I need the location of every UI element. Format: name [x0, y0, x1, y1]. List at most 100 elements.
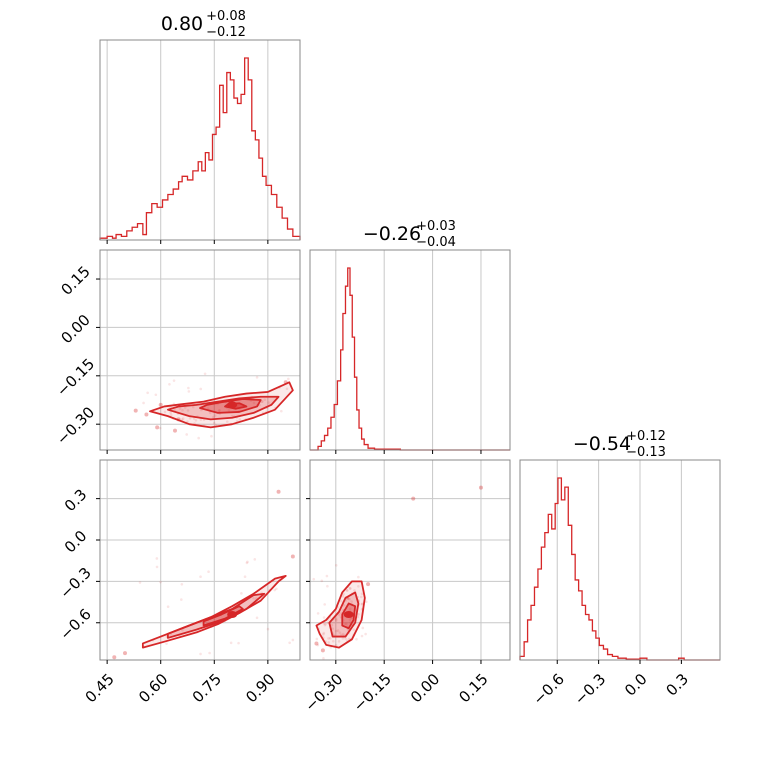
scatter-1-3-sample: [155, 557, 159, 560]
scatter-2-3-sample: [357, 584, 360, 588]
hist-1-title-plus: +0.08: [206, 9, 246, 24]
hist-2-panel: −0.26+0.03−0.04: [309, 219, 511, 454]
scatter-1-3-ytick-label-3: 0.3: [61, 485, 91, 515]
scatter-1-3-panel: 0.45 0.60 0.75 0.90 −0.6−0.3 0.0 0.3: [56, 459, 301, 706]
scatter-1-2-sample: [180, 418, 184, 421]
hist-3-xtick-label-1: −0.3: [571, 670, 609, 708]
scatter-1-2-outlier-0: [133, 408, 138, 413]
scatter-2-3-sample: [348, 618, 352, 622]
scatter-2-3-sample: [364, 632, 367, 636]
hist-3-xtick-label-2: 0.0: [621, 670, 651, 700]
hist-2-frame: [309, 249, 511, 451]
hist-3-xtick-label-0: −0.6: [529, 670, 567, 708]
scatter-1-2-ytick-label-3: 0.15: [57, 263, 93, 299]
scatter-2-3-sample: [325, 574, 329, 578]
scatter-2-3-sample: [345, 589, 349, 592]
scatter-2-3-sample: [328, 636, 332, 640]
scatter-2-3-sample: [320, 579, 324, 583]
hist-1-title-value: 0.80: [161, 13, 203, 35]
hist-1-title-minus: −0.12: [206, 25, 246, 40]
scatter-1-3-ytick-label-1: −0.3: [56, 564, 94, 602]
scatter-2-3-outlier-2: [366, 582, 371, 587]
scatter-2-3-sample: [347, 597, 350, 601]
scatter-1-2-sample: [188, 416, 192, 420]
hist-1-panel: 0.80 +0.08−0.12: [99, 9, 301, 244]
scatter-2-3-outlier-0: [314, 641, 319, 646]
scatter-2-3-sample: [322, 631, 326, 635]
scatter-2-3-sample: [336, 629, 340, 632]
scatter-1-2-sample: [285, 387, 289, 391]
scatter-2-3-frame: [309, 459, 511, 661]
scatter-1-2-outlier-1: [144, 412, 149, 417]
scatter-2-3-sample: [327, 641, 330, 644]
scatter-1-2-outlier-5: [176, 417, 181, 422]
scatter-1-3-marks: [112, 489, 295, 660]
scatter-1-2-sample: [181, 408, 184, 412]
scatter-2-3-sample: [330, 623, 334, 627]
scatter-2-3-sample: [361, 626, 365, 630]
scatter-1-2-sample: [154, 393, 158, 397]
scatter-2-3-sample: [315, 637, 319, 641]
scatter-1-2-sample: [260, 400, 264, 404]
scatter-2-3-sample: [324, 622, 327, 626]
scatter-1-3-sample: [180, 598, 183, 601]
scatter-2-3-xtick-label-2: 0.00: [407, 670, 443, 706]
scatter-1-2-sample: [158, 426, 162, 430]
scatter-1-2-sample: [169, 413, 173, 417]
scatter-1-2-sample: [213, 414, 217, 417]
hist-2-title-minus: −0.04: [416, 235, 456, 250]
scatter-2-3-sample: [364, 600, 368, 604]
scatter-1-2-sample: [181, 417, 185, 420]
scatter-1-3-outlier-3: [276, 489, 281, 494]
scatter-1-2-sample: [169, 411, 172, 415]
scatter-1-2-sample: [168, 382, 171, 386]
scatter-2-3-sample: [337, 640, 341, 643]
scatter-1-2-sample: [227, 408, 231, 412]
scatter-2-3-sample: [334, 563, 338, 567]
scatter-1-2-sample: [238, 418, 242, 421]
scatter-1-3-sample: [229, 641, 233, 645]
scatter-1-2-sample: [208, 411, 212, 415]
scatter-2-3-sample: [348, 587, 352, 590]
scatter-2-3-sample: [348, 607, 352, 611]
scatter-2-3-sample: [353, 589, 356, 592]
hist-1-steps: [99, 57, 301, 240]
scatter-2-3-sample: [316, 643, 320, 647]
scatter-1-3-sample: [165, 642, 168, 645]
scatter-1-2-sample: [199, 387, 203, 391]
scatter-2-3-sample: [352, 628, 356, 631]
scatter-2-3-sample: [341, 632, 345, 636]
scatter-1-2-panel: −0.30−0.15 0.00 0.15: [53, 249, 301, 454]
scatter-1-3-sample: [275, 587, 278, 591]
scatter-2-3-sample: [340, 633, 343, 637]
scatter-2-3-xtick-label-3: 0.15: [455, 670, 491, 706]
scatter-2-3-sample: [322, 657, 325, 660]
scatter-1-2-sample: [255, 376, 259, 379]
scatter-1-2-sample: [210, 434, 213, 438]
scatter-2-3-sample: [353, 662, 356, 665]
scatter-1-3-outlier-2: [290, 554, 295, 559]
scatter-1-3-sample: [138, 581, 142, 584]
scatter-1-2-peak: [227, 401, 238, 409]
scatter-2-3-sample: [327, 637, 330, 640]
scatter-1-3-outlier-1: [123, 651, 127, 656]
scatter-1-3-sample: [207, 570, 210, 573]
scatter-2-3-panel: −0.30 −0.15 0.00 0.15: [301, 459, 511, 715]
scatter-1-3-sample: [155, 565, 159, 569]
scatter-1-3-sample: [253, 558, 257, 561]
scatter-1-3-xtick-label-1: 0.60: [135, 670, 171, 706]
scatter-2-3-sample: [312, 577, 316, 581]
scatter-1-2-sample: [185, 433, 189, 436]
scatter-1-2-contour-0: [149, 381, 294, 429]
scatter-2-3-peak: [343, 610, 354, 618]
scatter-1-2-sample: [260, 400, 264, 403]
scatter-1-2-outlier-3: [173, 428, 177, 433]
scatter-2-3-marks: [312, 485, 483, 665]
scatter-2-3-sample: [337, 613, 341, 616]
scatter-2-3-sample: [322, 616, 326, 619]
scatter-2-3-outlier-1: [320, 648, 325, 653]
scatter-1-3-contour-2: [202, 605, 244, 627]
scatter-1-3-sample: [199, 652, 202, 656]
scatter-2-3-xtick-label-1: −0.15: [350, 670, 395, 715]
scatter-2-3-sample: [345, 589, 349, 592]
